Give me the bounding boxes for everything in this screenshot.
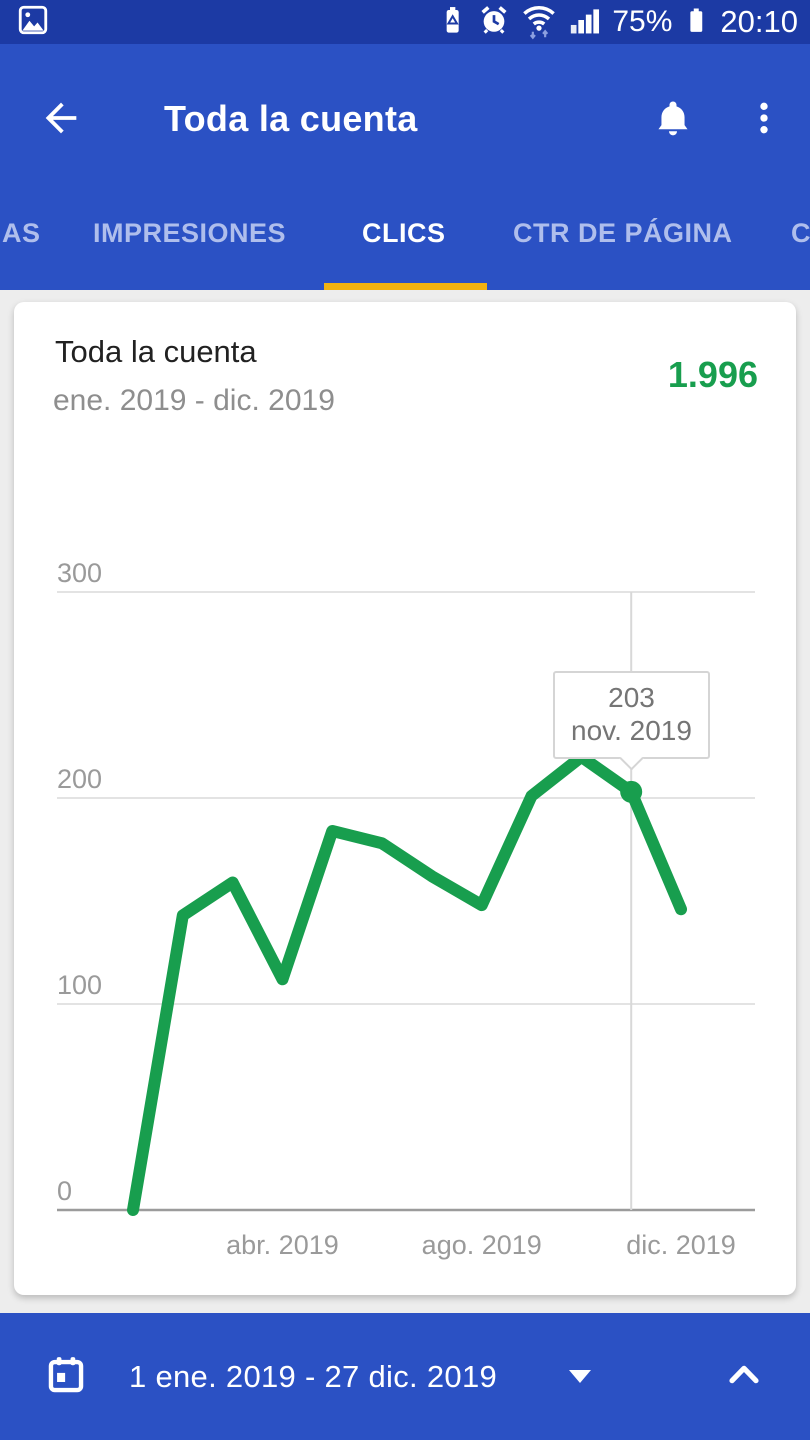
status-indicators: 75% 20:10 (436, 0, 798, 45)
battery-icon (681, 3, 711, 42)
svg-text:300: 300 (57, 558, 102, 588)
svg-text:dic. 2019: dic. 2019 (626, 1230, 736, 1260)
tab-clics[interactable]: CLICS (362, 218, 446, 248)
svg-text:200: 200 (57, 764, 102, 794)
date-range-bar: 1 ene. 2019 - 27 dic. 2019 (0, 1313, 810, 1440)
date-range-selector[interactable] (45, 1352, 87, 1401)
chart-card: Toda la cuenta ene. 2019 - dic. 2019 1.9… (14, 302, 796, 1295)
status-bar: 75% 20:10 (0, 0, 810, 44)
wifi-updown-icon (520, 0, 558, 45)
clock-time: 20:10 (720, 4, 798, 39)
tooltip-value: 203 (608, 682, 655, 713)
app-bar: Toda la cuenta (0, 44, 810, 194)
active-tab-indicator (324, 283, 487, 290)
tooltip-date: nov. 2019 (571, 715, 692, 746)
date-range-label: 1 ene. 2019 - 27 dic. 2019 (129, 1358, 498, 1394)
svg-text:ago. 2019: ago. 2019 (422, 1230, 542, 1260)
collapse-chevron-icon (723, 1355, 765, 1398)
back-button[interactable] (38, 95, 84, 144)
card-title: Toda la cuenta (55, 334, 257, 369)
overflow-menu-button[interactable] (744, 96, 784, 143)
overflow-menu-icon (744, 96, 784, 143)
notifications-bell-icon (652, 95, 694, 144)
total-clicks-value: 1.996 (667, 354, 758, 395)
calendar-icon (45, 1352, 87, 1401)
chart-tooltip: 203 nov. 2019 (553, 671, 710, 771)
signal-strength-icon (567, 3, 603, 42)
svg-text:0: 0 (57, 1176, 72, 1206)
page-title: Toda la cuenta (164, 98, 418, 139)
battery-saver-icon (436, 4, 468, 41)
svg-text:100: 100 (57, 970, 102, 1000)
battery-percent: 75% (612, 5, 673, 38)
tab-impresiones[interactable]: IMPRESIONES (93, 218, 287, 248)
dropdown-triangle-icon (569, 1370, 592, 1383)
gallery-icon (16, 3, 50, 42)
back-arrow-icon (38, 95, 84, 144)
content-area: Toda la cuenta ene. 2019 - dic. 2019 1.9… (0, 290, 810, 1313)
card-date-range: ene. 2019 - dic. 2019 (53, 384, 335, 417)
svg-text:abr. 2019: abr. 2019 (226, 1230, 339, 1260)
date-range-dropdown-button[interactable] (497, 1370, 592, 1383)
status-notifications (16, 3, 50, 42)
collapse-panel-button[interactable] (723, 1355, 765, 1398)
tab-cpc-truncated[interactable]: C (791, 218, 810, 248)
tab-paginas-vistas-truncated[interactable]: AS (2, 218, 41, 248)
tab-ctr-de-pagina[interactable]: CTR DE PÁGINA (513, 218, 733, 248)
chart-canvas[interactable]: 0 100 200 300 abr. 2019 ago. 2019 dic. 2019 (14, 302, 796, 1295)
alarm-icon (477, 3, 511, 42)
notifications-button[interactable] (652, 95, 694, 144)
metric-tab-bar: AS IMPRESIONES CLICS CTR DE PÁGINA C (0, 194, 810, 290)
